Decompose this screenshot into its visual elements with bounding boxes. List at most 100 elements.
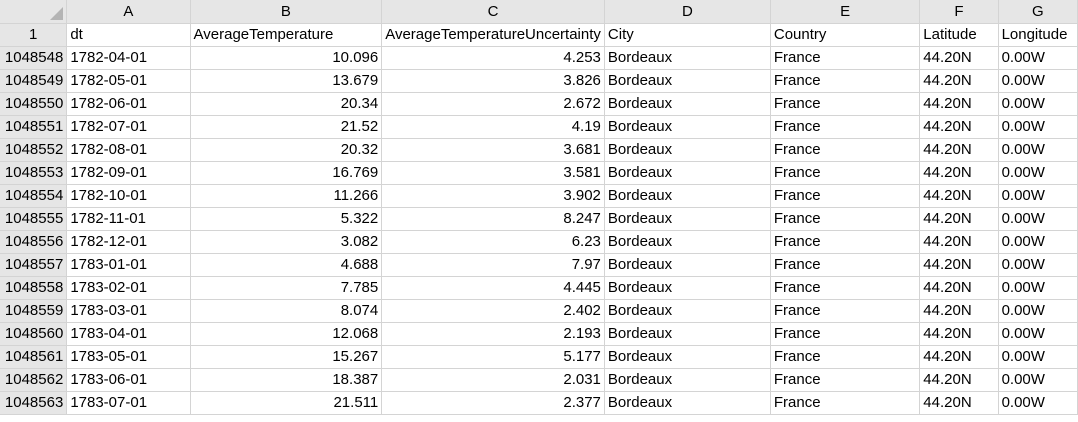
row-number[interactable]: 1048556 xyxy=(0,230,68,254)
row-number[interactable]: 1048550 xyxy=(0,92,68,116)
cell-header-latitude[interactable]: Latitude xyxy=(919,23,999,47)
column-header-a[interactable]: A xyxy=(66,0,191,24)
cell-dt[interactable]: 1782-06-01 xyxy=(66,92,191,116)
cell-longitude[interactable]: 0.00W xyxy=(998,253,1078,277)
cell-country[interactable]: France xyxy=(770,138,921,162)
cell-average-temperature[interactable]: 10.096 xyxy=(190,46,383,70)
cell-dt[interactable]: 1782-07-01 xyxy=(66,115,191,139)
cell-latitude[interactable]: 44.20N xyxy=(919,92,999,116)
cell-average-temperature[interactable]: 18.387 xyxy=(190,368,383,392)
cell-average-temperature[interactable]: 20.32 xyxy=(190,138,383,162)
cell-average-temperature[interactable]: 11.266 xyxy=(190,184,383,208)
cell-city[interactable]: Bordeaux xyxy=(604,276,771,300)
cell-latitude[interactable]: 44.20N xyxy=(919,46,999,70)
cell-latitude[interactable]: 44.20N xyxy=(919,391,999,415)
cell-temperature-uncertainty[interactable]: 2.672 xyxy=(381,92,605,116)
column-header-e[interactable]: E xyxy=(770,0,921,24)
cell-city[interactable]: Bordeaux xyxy=(604,299,771,323)
cell-average-temperature[interactable]: 12.068 xyxy=(190,322,383,346)
cell-temperature-uncertainty[interactable]: 6.23 xyxy=(381,230,605,254)
cell-temperature-uncertainty[interactable]: 4.253 xyxy=(381,46,605,70)
row-number[interactable]: 1048549 xyxy=(0,69,68,93)
cell-header-average-temperature-uncertainty[interactable]: AverageTemperatureUncertainty xyxy=(381,23,605,47)
cell-city[interactable]: Bordeaux xyxy=(604,46,771,70)
cell-temperature-uncertainty[interactable]: 3.681 xyxy=(381,138,605,162)
cell-country[interactable]: France xyxy=(770,368,921,392)
cell-temperature-uncertainty[interactable]: 7.97 xyxy=(381,253,605,277)
cell-longitude[interactable]: 0.00W xyxy=(998,69,1078,93)
cell-longitude[interactable]: 0.00W xyxy=(998,138,1078,162)
cell-average-temperature[interactable]: 5.322 xyxy=(190,207,383,231)
select-all-corner[interactable] xyxy=(0,0,68,24)
cell-city[interactable]: Bordeaux xyxy=(604,69,771,93)
cell-country[interactable]: France xyxy=(770,345,921,369)
column-header-c[interactable]: C xyxy=(381,0,605,24)
cell-temperature-uncertainty[interactable]: 2.031 xyxy=(381,368,605,392)
cell-city[interactable]: Bordeaux xyxy=(604,368,771,392)
row-number[interactable]: 1048560 xyxy=(0,322,68,346)
cell-dt[interactable]: 1782-09-01 xyxy=(66,161,191,185)
cell-country[interactable]: France xyxy=(770,184,921,208)
cell-dt[interactable]: 1782-12-01 xyxy=(66,230,191,254)
cell-header-dt[interactable]: dt xyxy=(66,23,191,47)
cell-header-longitude[interactable]: Longitude xyxy=(998,23,1078,47)
cell-city[interactable]: Bordeaux xyxy=(604,207,771,231)
cell-header-average-temperature[interactable]: AverageTemperature xyxy=(190,23,383,47)
cell-average-temperature[interactable]: 4.688 xyxy=(190,253,383,277)
column-header-f[interactable]: F xyxy=(919,0,999,24)
cell-longitude[interactable]: 0.00W xyxy=(998,92,1078,116)
cell-latitude[interactable]: 44.20N xyxy=(919,69,999,93)
cell-latitude[interactable]: 44.20N xyxy=(919,276,999,300)
cell-country[interactable]: France xyxy=(770,115,921,139)
cell-longitude[interactable]: 0.00W xyxy=(998,115,1078,139)
cell-longitude[interactable]: 0.00W xyxy=(998,184,1078,208)
cell-average-temperature[interactable]: 16.769 xyxy=(190,161,383,185)
cell-country[interactable]: France xyxy=(770,276,921,300)
cell-temperature-uncertainty[interactable]: 3.902 xyxy=(381,184,605,208)
cell-city[interactable]: Bordeaux xyxy=(604,115,771,139)
cell-average-temperature[interactable]: 15.267 xyxy=(190,345,383,369)
cell-average-temperature[interactable]: 13.679 xyxy=(190,69,383,93)
cell-temperature-uncertainty[interactable]: 4.19 xyxy=(381,115,605,139)
cell-latitude[interactable]: 44.20N xyxy=(919,253,999,277)
cell-country[interactable]: France xyxy=(770,207,921,231)
cell-dt[interactable]: 1783-02-01 xyxy=(66,276,191,300)
row-number[interactable]: 1048555 xyxy=(0,207,68,231)
cell-city[interactable]: Bordeaux xyxy=(604,253,771,277)
cell-average-temperature[interactable]: 8.074 xyxy=(190,299,383,323)
cell-longitude[interactable]: 0.00W xyxy=(998,322,1078,346)
cell-country[interactable]: France xyxy=(770,253,921,277)
cell-dt[interactable]: 1782-11-01 xyxy=(66,207,191,231)
cell-latitude[interactable]: 44.20N xyxy=(919,161,999,185)
row-number[interactable]: 1048559 xyxy=(0,299,68,323)
cell-latitude[interactable]: 44.20N xyxy=(919,230,999,254)
cell-average-temperature[interactable]: 7.785 xyxy=(190,276,383,300)
cell-dt[interactable]: 1783-05-01 xyxy=(66,345,191,369)
row-number[interactable]: 1048557 xyxy=(0,253,68,277)
cell-longitude[interactable]: 0.00W xyxy=(998,161,1078,185)
cell-country[interactable]: France xyxy=(770,230,921,254)
cell-country[interactable]: France xyxy=(770,69,921,93)
cell-city[interactable]: Bordeaux xyxy=(604,391,771,415)
row-number[interactable]: 1048562 xyxy=(0,368,68,392)
cell-city[interactable]: Bordeaux xyxy=(604,322,771,346)
cell-city[interactable]: Bordeaux xyxy=(604,230,771,254)
cell-longitude[interactable]: 0.00W xyxy=(998,368,1078,392)
row-number[interactable]: 1048548 xyxy=(0,46,68,70)
cell-latitude[interactable]: 44.20N xyxy=(919,299,999,323)
cell-latitude[interactable]: 44.20N xyxy=(919,345,999,369)
cell-latitude[interactable]: 44.20N xyxy=(919,322,999,346)
cell-longitude[interactable]: 0.00W xyxy=(998,207,1078,231)
cell-longitude[interactable]: 0.00W xyxy=(998,46,1078,70)
row-number[interactable]: 1 xyxy=(0,23,68,47)
cell-country[interactable]: France xyxy=(770,299,921,323)
cell-average-temperature[interactable]: 21.511 xyxy=(190,391,383,415)
cell-city[interactable]: Bordeaux xyxy=(604,184,771,208)
row-number[interactable]: 1048558 xyxy=(0,276,68,300)
cell-longitude[interactable]: 0.00W xyxy=(998,230,1078,254)
cell-dt[interactable]: 1782-10-01 xyxy=(66,184,191,208)
cell-longitude[interactable]: 0.00W xyxy=(998,299,1078,323)
cell-dt[interactable]: 1782-04-01 xyxy=(66,46,191,70)
cell-latitude[interactable]: 44.20N xyxy=(919,184,999,208)
cell-dt[interactable]: 1783-06-01 xyxy=(66,368,191,392)
